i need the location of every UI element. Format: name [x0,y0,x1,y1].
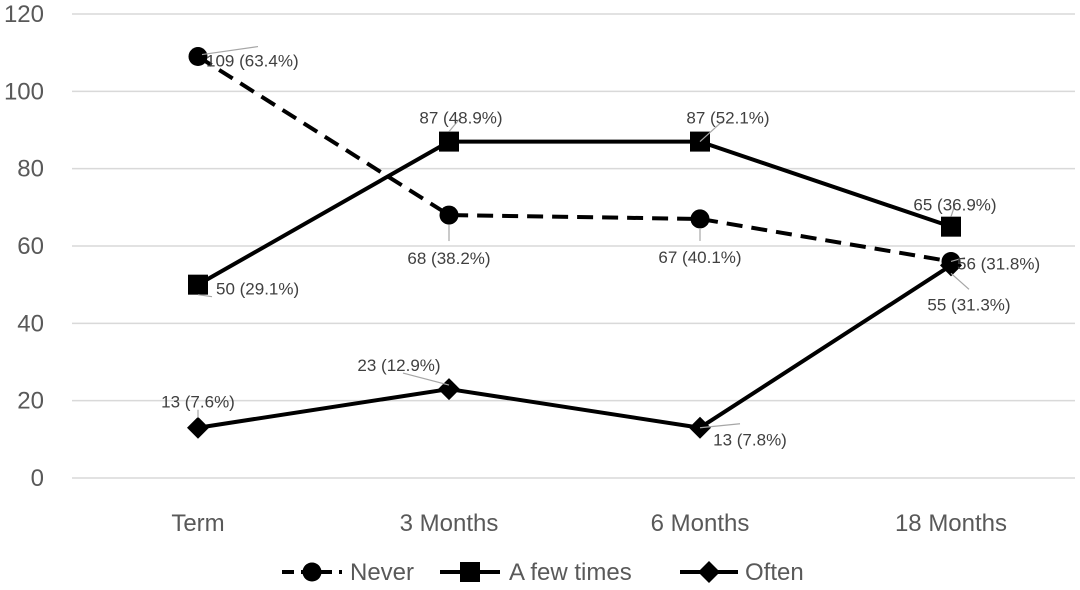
series-line-never [196,54,952,264]
label-leader-line [699,121,723,143]
series-line-often [197,263,953,430]
marker-diamond [187,416,209,439]
data-label: 23 (12.9%) [357,356,440,375]
data-label: 13 (7.6%) [161,393,235,412]
legend-label: Never [350,559,414,586]
data-label: 87 (52.1%) [686,109,769,128]
data-label: 56 (31.8%) [957,254,1040,273]
series-line-a-few-times [197,139,952,287]
label-leader-line [950,204,956,217]
legend-diamond-marker [698,561,720,583]
marker-square [941,216,961,237]
data-label: 87 (48.9%) [419,109,502,128]
data-label: 68 (38.2%) [407,249,490,268]
data-label: 65 (36.9%) [913,196,996,215]
marker-circle [690,209,710,229]
legend-item-often: Often [680,559,804,586]
x-axis: Term 3 Months 6 Months 18 Months [171,510,1007,537]
legend-label: A few times [509,559,632,586]
x-tick-label: 3 Months [400,510,499,537]
legend-square-marker [460,562,480,582]
label-leader-line [402,372,450,386]
marker-circle [188,47,208,67]
legend-item-never: Never [282,559,414,586]
marker-square [439,131,459,152]
y-tick-label: 40 [17,310,44,337]
data-label: 109 (63.4%) [206,52,299,71]
y-tick-label: 120 [4,1,44,28]
label-leader-line [699,423,741,429]
legend: Never A few times Often [282,559,804,586]
label-leader-line [950,272,970,290]
legend-circle-marker [302,562,322,582]
marker-circle [439,205,459,225]
x-tick-label: Term [171,510,224,537]
label-leader-line [197,294,213,298]
label-leader-line [201,45,259,56]
legend-label: Often [745,559,804,586]
data-label: 55 (31.3%) [927,295,1010,314]
y-tick-label: 20 [17,388,44,415]
y-tick-label: 80 [17,156,44,183]
y-tick-label: 0 [31,465,44,492]
data-label: 50 (29.1%) [216,280,299,299]
gridlines [72,13,1075,479]
label-leader-line [448,119,460,132]
y-tick-label: 60 [17,233,44,260]
marker-diamond [438,378,460,401]
y-tick-label: 100 [4,78,44,105]
y-axis: 0 20 40 60 80 100 120 [4,1,44,492]
data-label: 13 (7.8%) [713,431,787,450]
data-label: 67 (40.1%) [658,248,741,267]
x-tick-label: 18 Months [895,510,1007,537]
data-labels: 109 (63.4%) 68 (38.2%) 67 (40.1%) 56 (31.8%… [161,45,1040,450]
series-group [187,47,962,439]
label-leader-line [950,256,966,263]
marker-square [188,274,208,295]
legend-item-a-few-times: A few times [440,559,632,586]
x-tick-label: 6 Months [651,510,750,537]
